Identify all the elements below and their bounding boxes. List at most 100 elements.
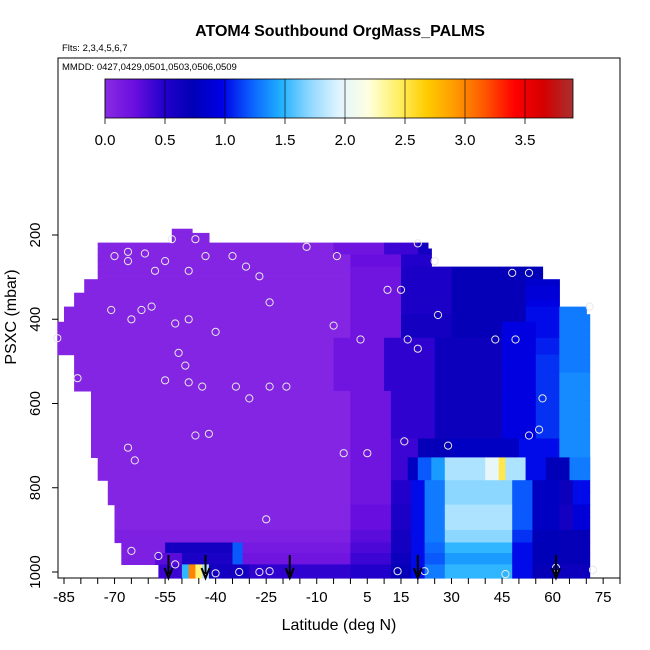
heatmap-cell: [350, 564, 392, 573]
sample-circle: [255, 272, 264, 281]
heatmap-cell: [535, 363, 560, 374]
sample-circle: [127, 546, 136, 556]
heatmap-cell: [451, 438, 520, 449]
y-tick-label: 800: [27, 475, 44, 500]
sample-circle: [123, 443, 133, 452]
heatmap-cell: [390, 409, 436, 420]
sample-circle: [400, 437, 409, 446]
x-tick-label: -40: [205, 589, 227, 606]
heatmap-cell: [165, 542, 234, 554]
heatmap-cell: [384, 242, 419, 250]
heatmap-cell: [97, 266, 351, 274]
sample-circle: [524, 268, 534, 277]
sample-circle: [413, 344, 422, 353]
sample-circle: [211, 327, 220, 336]
heatmap-cell: [384, 248, 419, 255]
sample-circle: [491, 335, 500, 344]
heatmap-cell: [242, 542, 351, 554]
heatmap-cell: [451, 279, 527, 287]
heatmap-cell: [505, 457, 527, 470]
sample-circle: [184, 378, 193, 387]
heatmap-cell: [350, 542, 392, 554]
heatmap-cell: [390, 542, 412, 554]
heatmap-cell: [417, 468, 432, 481]
heatmap-cell: [188, 572, 196, 579]
heatmap-cell: [407, 468, 419, 481]
heatmap-cell: [390, 492, 412, 506]
heatmap-cell: [350, 321, 402, 330]
heatmap-cell: [505, 468, 527, 481]
sample-circle: [181, 361, 190, 370]
sample-circle: [184, 266, 193, 275]
heatmap-cell: [74, 363, 335, 374]
x-tick-label: -85: [53, 589, 75, 606]
heatmap-cell: [195, 572, 203, 579]
heatmap-cell: [502, 400, 537, 410]
heatmap-cell: [559, 329, 591, 339]
heatmap-cell: [502, 354, 537, 364]
heatmap-cell: [401, 329, 453, 339]
heatmap-cell: [444, 480, 513, 493]
heatmap-cell: [451, 329, 503, 339]
sample-circle: [585, 302, 594, 311]
heatmap-cell: [559, 504, 574, 518]
heatmap-cell: [424, 480, 446, 493]
heatmap-cell: [417, 447, 453, 458]
heatmap-cell: [512, 504, 533, 518]
sample-circle: [396, 285, 406, 294]
colorbar-tick-label: 0.0: [95, 132, 116, 149]
sample-markers: [53, 235, 598, 579]
heatmap-cell: [559, 447, 591, 458]
sample-circle: [245, 394, 254, 403]
heatmap-cell: [390, 390, 436, 401]
heatmap-cell: [444, 542, 513, 554]
x-tick-label: 30: [443, 589, 460, 606]
heatmap-cell: [91, 447, 352, 458]
heatmap-cell: [424, 529, 446, 544]
sample-circle: [201, 252, 210, 261]
sample-circle: [174, 348, 183, 357]
heatmap-cell: [434, 409, 503, 420]
flight-arrow: [200, 555, 211, 581]
heatmap-cell: [350, 314, 402, 323]
sample-circle: [171, 319, 180, 328]
sample-circle: [73, 374, 82, 383]
heatmap-cell: [559, 428, 591, 440]
heatmap-cell: [559, 438, 591, 449]
heatmap-cell: [532, 492, 560, 506]
sample-circle: [241, 262, 251, 271]
heatmap-cell: [559, 492, 574, 506]
colorbar-tick-label: 2.0: [335, 132, 356, 149]
sample-circle: [433, 310, 443, 320]
heatmap-cell: [350, 428, 392, 440]
sample-circle: [127, 315, 136, 324]
heatmap-cell: [350, 306, 402, 315]
colorbar-tick-label: 0.5: [155, 132, 176, 149]
sample-circle: [123, 257, 133, 266]
heatmap-cell: [121, 553, 156, 565]
heatmap-cell: [424, 504, 446, 518]
heatmap-cell: [350, 299, 402, 308]
heatmap-cell: [512, 564, 533, 573]
heatmap-cell: [64, 314, 351, 323]
heatmap-cell: [74, 354, 335, 364]
sample-circle: [161, 376, 170, 385]
heatmap-cell: [559, 314, 591, 323]
heatmap-cell: [121, 542, 166, 554]
flight-arrow: [163, 555, 174, 581]
heatmap-cell: [97, 468, 351, 481]
heatmap-cell: [401, 292, 453, 300]
sample-circle: [255, 567, 264, 577]
heatmap-cell: [444, 529, 513, 544]
heatmap-cell: [181, 564, 190, 573]
heatmap-cell: [84, 279, 351, 287]
heatmap-cell: [350, 409, 392, 420]
heatmap-cell: [444, 492, 513, 506]
heatmap-cell: [434, 363, 503, 374]
heatmap-cell: [572, 492, 591, 506]
heatmap-cell: [559, 363, 591, 374]
heatmap-cell: [444, 517, 513, 531]
heatmap-cell: [390, 447, 419, 458]
heatmap-cell: [249, 564, 351, 573]
heatmap-cell: [424, 492, 446, 506]
